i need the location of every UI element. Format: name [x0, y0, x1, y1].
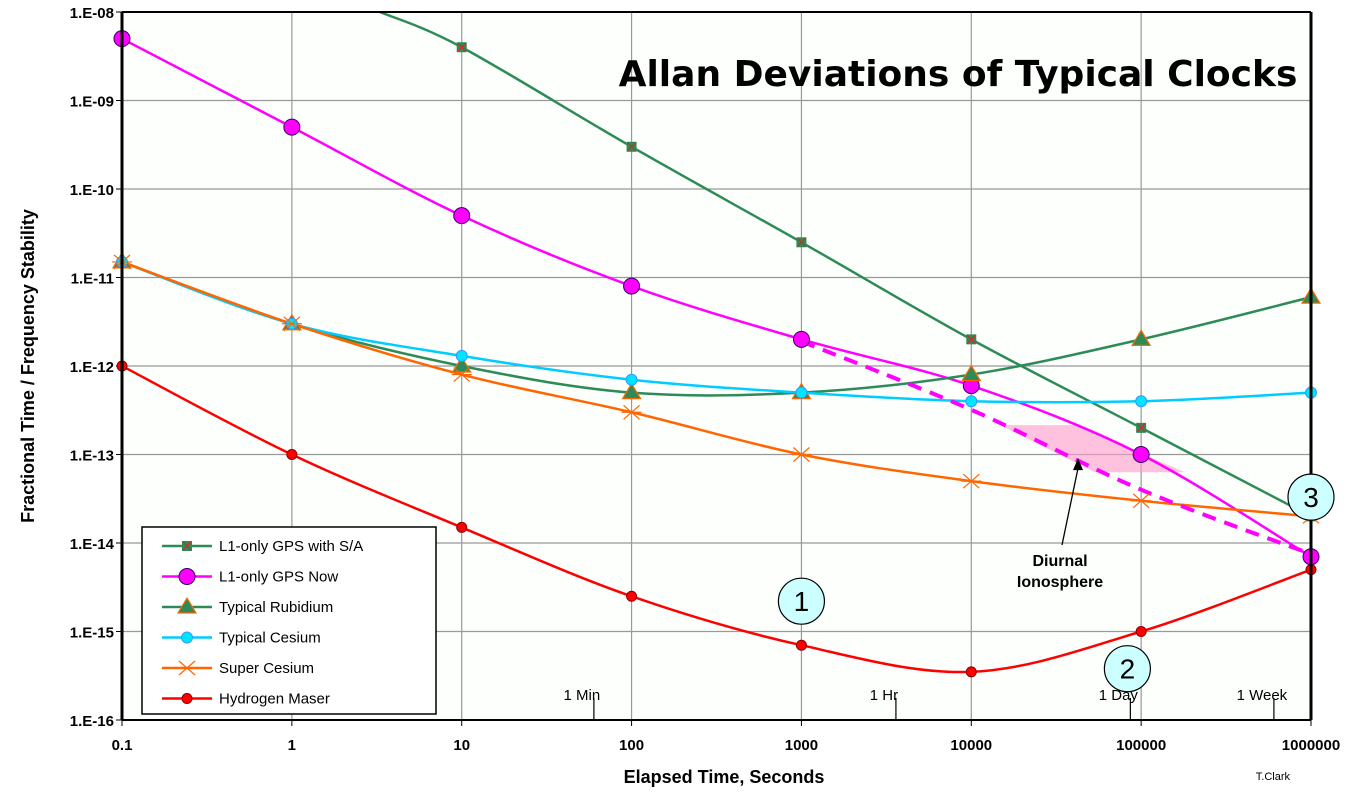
legend-label: Typical Cesium	[219, 630, 321, 647]
ionosphere-projection-line	[800, 339, 1312, 556]
numbered-callout	[1103, 645, 1151, 693]
series-line	[121, 37, 1312, 558]
data-point	[286, 449, 298, 460]
legend-marker	[181, 631, 193, 644]
callout-number: 3	[1303, 482, 1319, 513]
credit-text: T.Clark	[1256, 771, 1291, 783]
x-tick-label: 0.1	[112, 737, 133, 754]
arrowhead-icon	[1073, 458, 1084, 471]
data-point	[453, 207, 471, 225]
legend-marker	[178, 568, 196, 585]
data-point	[451, 355, 472, 373]
data-point	[621, 382, 642, 400]
x-tick-label: 10000	[950, 737, 992, 754]
y-tick-label: 1.E-09	[70, 94, 114, 111]
data-point	[965, 395, 978, 408]
series-line	[121, 260, 1312, 404]
series-line	[121, 364, 1312, 674]
data-point	[626, 590, 638, 602]
data-point	[1131, 329, 1152, 346]
legend-label: Typical Rubidium	[219, 599, 333, 616]
data-point	[621, 404, 642, 420]
x-axis-label: Elapsed Time, Seconds	[624, 767, 825, 787]
x-tick-label: 100000	[1116, 737, 1166, 754]
data-point	[1132, 446, 1150, 463]
y-tick-label: 1.E-11	[71, 271, 114, 288]
data-point	[965, 666, 977, 678]
y-tick-label: 1.E-10	[70, 182, 114, 199]
data-point	[625, 373, 638, 386]
data-point	[792, 330, 810, 348]
x-tick-label: 1000000	[1282, 737, 1340, 754]
data-point	[961, 473, 982, 489]
x-tick-label: 10	[453, 737, 470, 754]
y-tick-label: 1.E-14	[70, 536, 115, 553]
annotation-text: Diurnal	[1032, 553, 1087, 570]
data-point	[281, 316, 302, 332]
data-point	[456, 521, 468, 533]
x-tick-label: 1	[288, 737, 296, 754]
data-point	[283, 118, 301, 136]
y-tick-label: 1.E-16	[70, 713, 114, 730]
data-point	[1135, 626, 1147, 637]
callout-number: 1	[794, 586, 810, 617]
data-point	[791, 447, 812, 462]
numbered-callout	[1287, 473, 1335, 521]
legend-label: L1-only GPS Now	[219, 569, 338, 586]
y-tick-label: 1.E-15	[70, 625, 114, 642]
data-point	[795, 386, 808, 399]
legend-label: Super Cesium	[219, 660, 314, 677]
annotation-arrow	[1061, 467, 1079, 546]
legend-marker	[177, 660, 197, 676]
legend-marker	[176, 596, 198, 614]
data-point	[961, 364, 982, 382]
y-tick-label: 1.E-13	[70, 448, 114, 465]
callout-number: 2	[1120, 654, 1136, 685]
series-line	[121, 260, 1312, 518]
y-tick-label: 1.E-08	[70, 5, 114, 22]
x-tick-label: 1000	[785, 737, 818, 754]
data-point	[623, 277, 641, 295]
y-tick-label: 1.E-12	[70, 359, 114, 376]
chart-title: Allan Deviations of Typical Clocks	[619, 54, 1298, 95]
data-point	[795, 639, 807, 651]
data-point	[1135, 395, 1148, 408]
time-marker-label: 1 Hr	[870, 687, 898, 704]
legend: L1-only GPS with S/A L1-only GPS Now Typic…	[141, 526, 437, 715]
data-point	[455, 349, 468, 362]
time-marker-label: 1 Week	[1237, 687, 1288, 704]
numbered-callout	[777, 577, 826, 625]
x-tick-label: 100	[619, 737, 644, 754]
legend-label: Hydrogen Maser	[219, 691, 330, 708]
data-point	[451, 367, 472, 383]
legend-label: L1-only GPS with S/A	[219, 538, 363, 555]
time-marker-label: 1 Min	[564, 687, 601, 704]
data-point	[1131, 493, 1152, 509]
legend-marker	[181, 693, 193, 704]
annotation-text: Ionosphere	[1017, 574, 1103, 591]
y-axis-label: Fractional Time / Frequency Stability	[18, 209, 38, 523]
